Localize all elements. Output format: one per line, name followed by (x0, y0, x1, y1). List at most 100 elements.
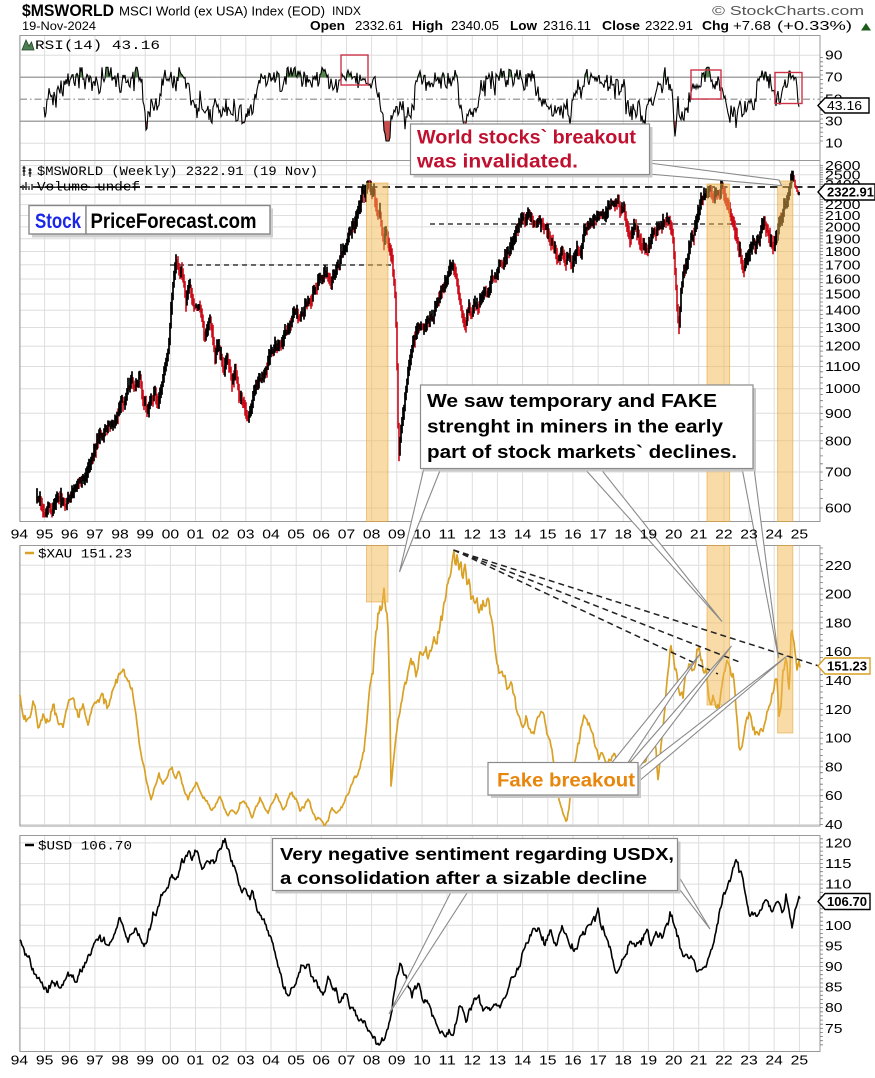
svg-text:07: 07 (338, 528, 356, 542)
svg-text:19: 19 (640, 1054, 658, 1068)
svg-text:04: 04 (262, 1054, 280, 1068)
svg-text:09: 09 (388, 1054, 406, 1068)
svg-text:1600: 1600 (825, 273, 861, 287)
svg-text:15: 15 (539, 528, 557, 542)
svg-text:strenght in miners in the earl: strenght in miners in the early (427, 417, 723, 437)
svg-text:11: 11 (438, 528, 456, 542)
svg-text:96: 96 (61, 1054, 79, 1068)
svg-text:800: 800 (825, 434, 852, 448)
svg-text:02: 02 (212, 1054, 230, 1068)
svg-text:140: 140 (825, 674, 852, 688)
svg-text:1100: 1100 (825, 360, 861, 374)
svg-text:96: 96 (61, 528, 79, 542)
svg-text:97: 97 (86, 1054, 104, 1068)
svg-text:95: 95 (36, 1054, 54, 1068)
svg-text:1800: 1800 (825, 245, 861, 259)
svg-text:600: 600 (825, 502, 852, 516)
svg-text:98: 98 (111, 1054, 129, 1068)
svg-text:85: 85 (825, 981, 843, 995)
svg-text:70: 70 (825, 71, 843, 85)
svg-text:17: 17 (589, 1054, 607, 1068)
svg-text:03: 03 (237, 528, 255, 542)
svg-text:1900: 1900 (825, 232, 861, 246)
svg-text:22: 22 (715, 528, 733, 542)
svg-text:2316.11: 2316.11 (543, 18, 591, 33)
svg-text:2600: 2600 (825, 159, 861, 173)
svg-text:World stocks` breakout: World stocks` breakout (417, 128, 637, 149)
svg-text:00: 00 (162, 528, 180, 542)
svg-text:2200: 2200 (825, 198, 861, 212)
svg-text:2000: 2000 (825, 220, 861, 234)
svg-text:Very negative sentiment regard: Very negative sentiment regarding USDX, (280, 844, 674, 864)
svg-text:2332.61: 2332.61 (355, 18, 403, 33)
svg-text:95: 95 (36, 528, 54, 542)
svg-text:24: 24 (765, 528, 783, 542)
svg-text:$MSWORLD: $MSWORLD (22, 2, 114, 20)
svg-text:80: 80 (825, 1001, 843, 1015)
svg-text:98: 98 (111, 528, 129, 542)
svg-text:16: 16 (564, 528, 582, 542)
svg-text:PriceForecast.com: PriceForecast.com (91, 210, 257, 233)
svg-text:1400: 1400 (825, 304, 861, 318)
svg-text:Open: Open (310, 18, 345, 33)
svg-text:99: 99 (136, 1054, 154, 1068)
svg-text:23: 23 (740, 1054, 758, 1068)
svg-text:03: 03 (237, 1054, 255, 1068)
svg-text:151.23: 151.23 (827, 659, 867, 674)
svg-text:+7.68: +7.68 (733, 18, 771, 33)
svg-text:20: 20 (665, 1054, 683, 1068)
svg-text:01: 01 (187, 528, 205, 542)
svg-text:part of stock markets` decline: part of stock markets` declines. (427, 442, 737, 462)
svg-text:18: 18 (614, 1054, 632, 1068)
svg-text:09: 09 (388, 528, 406, 542)
svg-text:2322.91: 2322.91 (645, 18, 693, 33)
svg-text:Low: Low (510, 18, 538, 33)
svg-text:$USD 106.70: $USD 106.70 (38, 840, 132, 854)
svg-text:90: 90 (825, 960, 843, 974)
svg-text:17: 17 (589, 528, 607, 542)
svg-text:160: 160 (825, 645, 852, 659)
svg-text:10: 10 (413, 1054, 431, 1068)
svg-text:14: 14 (514, 1054, 532, 1068)
svg-text:220: 220 (825, 559, 852, 573)
svg-text:106.70: 106.70 (827, 894, 867, 909)
svg-text:2500: 2500 (825, 168, 861, 182)
svg-text:1000: 1000 (825, 382, 861, 396)
svg-text:2322.91: 2322.91 (827, 185, 874, 200)
svg-text:43.16: 43.16 (827, 99, 862, 113)
svg-text:RSI(14) 43.16: RSI(14) 43.16 (35, 39, 160, 53)
svg-text:1700: 1700 (825, 258, 861, 272)
svg-text:07: 07 (338, 1054, 356, 1068)
svg-text:24: 24 (765, 1054, 783, 1068)
svg-text:120: 120 (825, 703, 852, 717)
svg-text:80: 80 (825, 760, 843, 774)
svg-text:05: 05 (287, 1054, 305, 1068)
svg-text:2100: 2100 (825, 209, 861, 223)
svg-text:100: 100 (825, 919, 852, 933)
svg-text:23: 23 (740, 528, 758, 542)
svg-text:06: 06 (313, 528, 331, 542)
svg-text:75: 75 (825, 1022, 843, 1036)
svg-text:25: 25 (791, 528, 809, 542)
svg-text:$MSWORLD (Weekly) 2322.91 (19: $MSWORLD (Weekly) 2322.91 (19 Nov) (37, 165, 318, 179)
svg-text:Volume undef: Volume undef (37, 181, 140, 195)
svg-text:19-Nov-2024: 19-Nov-2024 (22, 19, 96, 33)
svg-text:10: 10 (825, 137, 843, 151)
svg-text:05: 05 (287, 528, 305, 542)
svg-text:(+0.33%): (+0.33%) (777, 18, 852, 33)
svg-text:12: 12 (464, 1054, 482, 1068)
svg-text:1300: 1300 (825, 321, 861, 335)
svg-text:© StockCharts.com: © StockCharts.com (712, 3, 864, 18)
svg-text:We saw temporary and FAKE: We saw temporary and FAKE (427, 391, 717, 411)
svg-text:99: 99 (136, 528, 154, 542)
svg-text:Fake breakout: Fake breakout (497, 771, 636, 792)
svg-text:01: 01 (187, 1054, 205, 1068)
svg-text:200: 200 (825, 588, 852, 602)
svg-text:97: 97 (86, 528, 104, 542)
svg-text:900: 900 (825, 407, 852, 421)
svg-text:21: 21 (690, 1054, 708, 1068)
svg-text:30: 30 (825, 115, 843, 129)
svg-text:11: 11 (438, 1054, 456, 1068)
svg-text:Chg: Chg (702, 18, 729, 33)
svg-text:00: 00 (162, 1054, 180, 1068)
